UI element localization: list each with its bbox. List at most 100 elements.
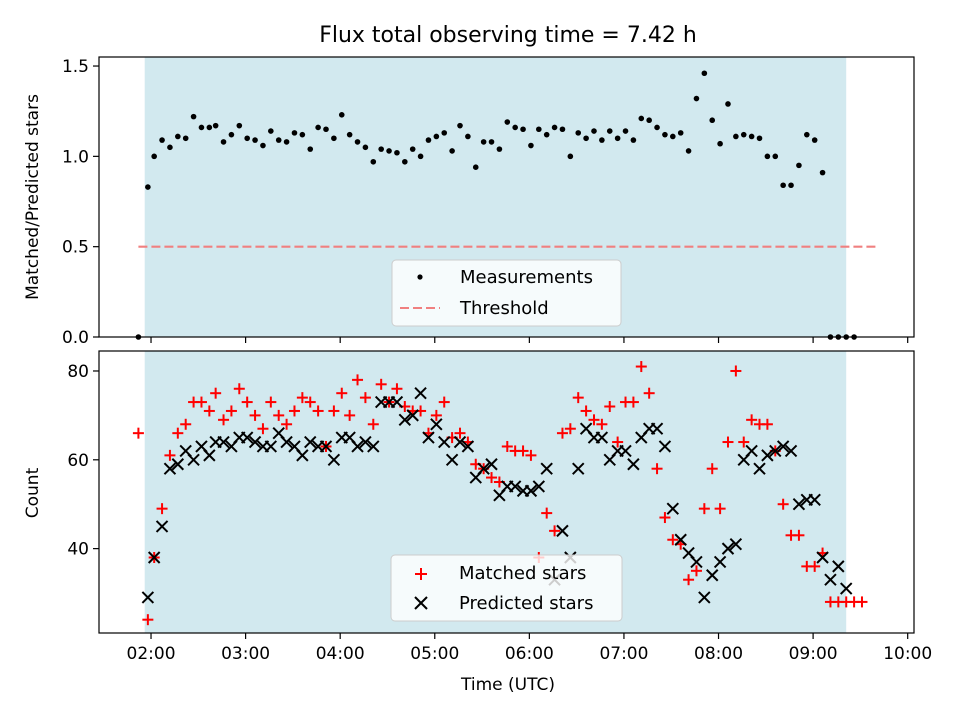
predicted-star-point [217,435,230,449]
matched-star-point [359,392,371,404]
predicted-star-point [595,431,609,444]
measurement-point [457,122,463,129]
measurement-point [717,140,723,147]
measurement-point [244,135,250,142]
y-tick-label: 40 [67,540,89,560]
measurement-point [283,139,290,145]
predicted-star-point [248,435,262,449]
x-tick-label: 02:00 [127,644,176,664]
measurement-point [190,113,197,120]
matched-star-point [612,436,624,448]
predicted-star-point [304,435,317,449]
matched-star-point [627,396,639,408]
measurement-point [260,142,266,149]
legend-predicted-marker [414,596,428,610]
predicted-star-point [359,435,372,449]
predicted-star-point [155,520,169,533]
predicted-star-point [690,555,703,569]
bottom-axes: 40 60 80 02:00 03:00 04:00 05:00 06:00 07:00 08:0… [67,350,932,664]
predicted-star-point [430,418,443,431]
measurement-point [378,146,384,152]
measurement-point [756,135,763,142]
predicted-star-point [485,458,498,471]
measurement-point [472,164,479,170]
measurement-point [417,153,424,160]
measurement-point [433,133,440,140]
legend-threshold-label: Threshold [459,298,549,319]
matched-star-point [572,392,584,404]
predicted-star-point [171,458,185,471]
matched-star-point [438,396,450,408]
measurement-point [159,137,165,143]
measurement-point [804,131,810,138]
matched-star-point [336,387,348,399]
matched-star-point [164,449,176,461]
bottom-panel: Matched stars Predicted stars 40 60 80 02:0… [23,350,932,695]
measurement-point [543,131,550,138]
measurement-point [307,146,314,152]
matched-star-point [249,409,261,421]
measurement-point [220,139,227,145]
measurement-point [764,153,771,160]
matched-star-point [210,387,222,399]
predicted-star-point [824,573,837,586]
matched-star-point [501,440,513,452]
predicted-star-point [784,444,798,458]
predicted-star-point [327,453,341,467]
measurement-point [733,133,739,140]
predicted-star-point [840,582,853,595]
predicted-star-point [540,462,553,475]
matched-star-point [635,361,647,373]
predicted-star-point [147,551,161,564]
measurement-point [677,130,684,136]
matched-star-point [352,374,364,386]
measurement-point [630,137,637,143]
matched-star-point [604,401,616,413]
matched-star-point [218,414,230,426]
matched-star-point [367,418,379,430]
matched-star-point [667,534,679,546]
measurement-point [370,158,377,165]
matched-star-point [296,392,308,404]
matched-star-point [142,614,154,626]
y-tick-label: 0.0 [62,328,89,348]
measurement-point [175,133,181,140]
measurement-point [228,131,235,138]
predicted-star-point [367,440,380,453]
measurement-point [182,135,189,142]
measurement-point [796,162,802,169]
x-tick-label: 04:00 [316,644,365,664]
matched-star-point [132,427,144,439]
matched-star-point [714,503,726,515]
predicted-star-point [141,591,155,604]
predicted-star-point [524,484,538,498]
matched-star-point [809,560,821,572]
measurement-point [536,126,542,133]
predicted-star-point [445,453,459,467]
measurement-point [709,117,716,124]
predicted-star-point [280,435,293,449]
matched-star-point [391,383,403,395]
matched-star-point [541,507,553,519]
measurement-point [402,158,408,165]
predicted-star-point [203,449,216,462]
measurement-point [575,130,582,136]
matched-star-point [564,423,576,435]
top-axes: 0.0 0.5 1.0 1.5 [62,56,915,348]
matched-star-point [328,405,340,417]
matched-star-point [454,427,466,439]
measurement-point [748,133,755,140]
measurement-point [819,169,826,176]
measurement-point [559,126,566,133]
matched-star-point [312,405,324,417]
measurement-point [252,137,258,143]
predicted-star-point [556,524,569,538]
y-tick-label: 1.0 [62,147,89,167]
measurement-point [528,142,534,149]
measurement-point [394,149,400,156]
y-tick-label: 1.5 [62,57,89,77]
predicted-star-point [627,458,640,471]
chart-title: Flux total observing time = 7.42 h [319,23,697,48]
predicted-star-point [163,462,177,475]
measurement-point [236,122,243,129]
